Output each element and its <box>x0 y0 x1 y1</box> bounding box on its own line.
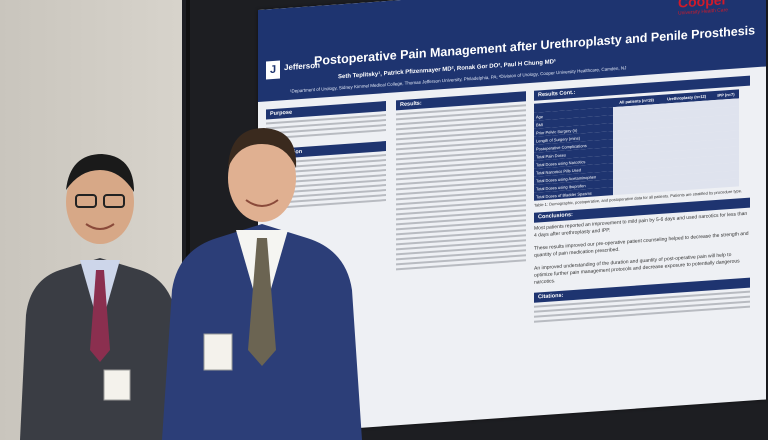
person-left <box>20 154 180 440</box>
results-table: All patients (n=19) Urethroplasty (n=12) I… <box>534 89 739 201</box>
person-right-face <box>228 134 296 222</box>
person-right-badge <box>203 333 233 371</box>
results-text <box>396 104 526 271</box>
cooper-logo: Cooper University Health Care <box>678 0 728 17</box>
person-left-face <box>66 160 134 244</box>
person-left-smile <box>85 223 115 230</box>
person-right-smile <box>245 199 279 207</box>
right-column: Results Cont.: All patients (n=19) Urethr… <box>534 75 750 209</box>
glasses-icon <box>75 194 97 208</box>
person-left-badge <box>103 369 131 401</box>
board-edge <box>186 0 190 440</box>
middle-column: Results: <box>396 91 526 273</box>
person-right-tie <box>248 238 276 366</box>
conclusions-block: Conclusions: Most patients reported an i… <box>534 197 750 326</box>
person-left-hair <box>66 154 134 192</box>
person-right-hair <box>228 128 297 168</box>
person-right <box>162 128 362 440</box>
jefferson-logo: J <box>266 60 280 80</box>
glasses-icon-right <box>103 194 125 208</box>
table-cell <box>713 178 739 189</box>
person-left-tie <box>90 270 110 362</box>
